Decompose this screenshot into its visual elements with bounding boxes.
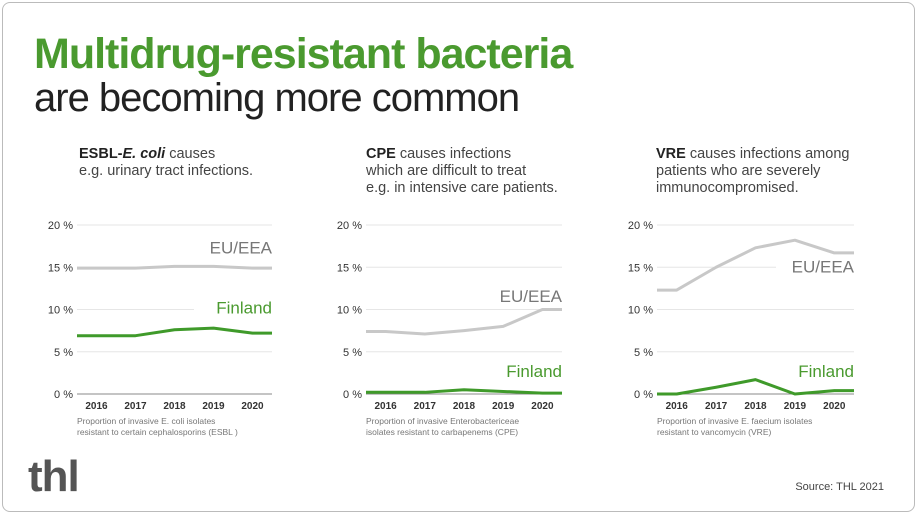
desc-bold: ESBL- (79, 146, 123, 162)
desc-line: causes (165, 146, 216, 162)
y-tick-label: 5 % (343, 347, 362, 359)
series-label-bg (484, 284, 562, 307)
series-label: EU/EEA (792, 257, 855, 276)
x-tick-label: 2018 (453, 401, 476, 412)
chart-footnote: isolates resistant to carbapenems (CPE) (366, 427, 518, 437)
x-tick-label: 2020 (531, 401, 554, 412)
page-title: Multidrug-resistant bacteria (34, 30, 573, 78)
series-line-finland (77, 326, 272, 338)
series-label: EU/EEA (500, 287, 563, 306)
desc-bold: VRE (656, 146, 686, 162)
y-tick-label: 10 % (48, 305, 73, 317)
x-tick-label: 2020 (823, 401, 846, 412)
y-tick-label: 15 % (628, 262, 653, 274)
x-tick-label: 2016 (85, 401, 108, 412)
y-tick-label: 0 % (343, 389, 362, 401)
x-tick-label: 2020 (241, 401, 264, 412)
y-tick-label: 20 % (337, 220, 362, 232)
series-line-eueea (77, 264, 272, 270)
desc-line: causes infections (395, 146, 512, 162)
series-label: Finland (216, 299, 272, 318)
series-label-bg (776, 360, 854, 383)
series-line-eueea (366, 308, 562, 336)
chart-description-esbl: ESBL-E. coli causes e.g. urinary tract i… (79, 146, 253, 180)
chart-footnote: Proportion of invasive E. coli isolates (77, 416, 215, 426)
x-tick-label: 2019 (784, 401, 807, 412)
desc-line: causes infections among (685, 146, 850, 162)
x-tick-label: 2019 (492, 401, 515, 412)
y-tick-label: 5 % (54, 347, 73, 359)
x-tick-label: 2018 (163, 401, 186, 412)
chart-footnote: Proportion of invasive E. faecium isolat… (657, 416, 812, 426)
thl-logo: thl (28, 452, 80, 501)
x-tick-label: 2017 (414, 401, 437, 412)
x-tick-label: 2018 (744, 401, 767, 412)
chart-footnote: Proportion of invasive Enterobactericeae (366, 416, 519, 426)
x-tick-label: 2016 (374, 401, 397, 412)
desc-bold-italic: E. coli (122, 146, 166, 162)
desc-line: e.g. in intensive care patients. (366, 180, 558, 196)
series-label-bg (194, 236, 272, 259)
y-tick-label: 20 % (628, 220, 653, 232)
x-tick-label: 2016 (666, 401, 689, 412)
series-label: EU/EEA (210, 239, 273, 258)
y-tick-label: 10 % (337, 305, 362, 317)
page-subtitle: are becoming more common (34, 76, 520, 120)
desc-line: e.g. urinary tract infections. (79, 163, 254, 179)
y-tick-label: 5 % (634, 347, 653, 359)
series-line-finland (366, 388, 562, 395)
desc-line: which are difficult to treat (366, 163, 527, 179)
x-tick-label: 2019 (202, 401, 225, 412)
chart-footnote: resistant to vancomycin (VRE) (657, 427, 771, 437)
series-label-bg (776, 255, 854, 278)
x-tick-label: 2017 (124, 401, 147, 412)
x-tick-label: 2017 (705, 401, 728, 412)
y-tick-label: 0 % (634, 389, 653, 401)
chart-description-cpe: CPE causes infections which are difficul… (366, 146, 558, 197)
series-label-bg (194, 296, 272, 319)
y-tick-label: 0 % (54, 389, 73, 401)
series-label-bg (484, 360, 562, 383)
chart-footnote: resistant to certain cephalosporins (ESB… (77, 427, 238, 437)
desc-line: immunocompromised. (656, 180, 799, 196)
source-note: Source: THL 2021 (795, 481, 884, 493)
desc-bold: CPE (366, 146, 396, 162)
series-label: Finland (506, 362, 562, 381)
desc-line: patients who are severely (656, 163, 821, 179)
y-tick-label: 10 % (628, 305, 653, 317)
y-tick-label: 20 % (48, 220, 73, 232)
chart-description-vre: VRE causes infections among patients who… (656, 146, 849, 197)
y-tick-label: 15 % (337, 262, 362, 274)
infographic-card (2, 2, 915, 512)
y-tick-label: 15 % (48, 262, 73, 274)
series-label: Finland (798, 362, 854, 381)
